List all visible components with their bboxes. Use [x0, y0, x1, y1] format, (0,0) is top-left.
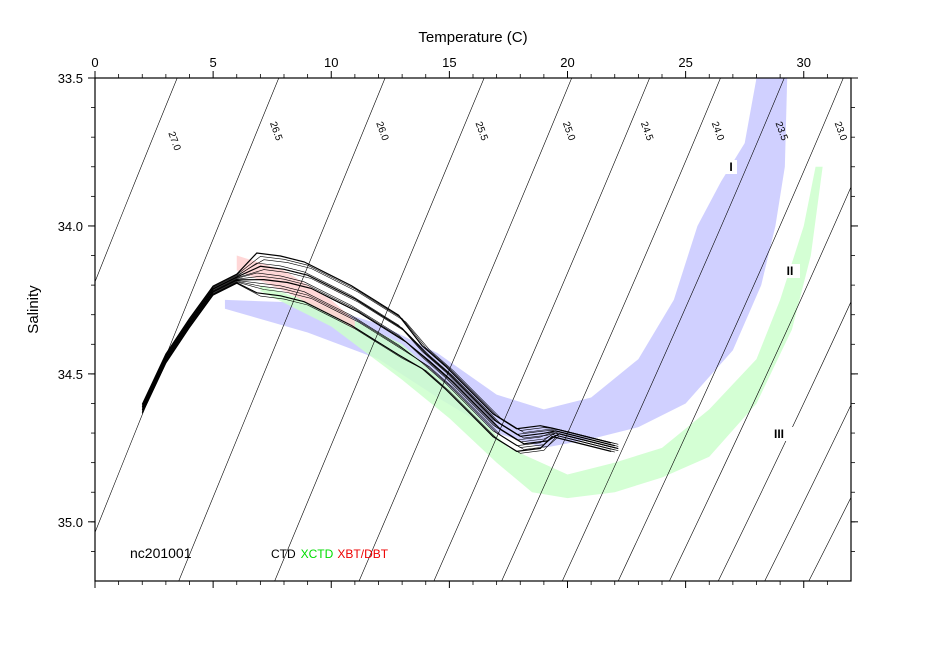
- isopycnal-label: 26.5: [267, 120, 284, 142]
- isopycnal-21.0: [808, 496, 851, 581]
- region-II: [260, 166, 823, 499]
- ctd-profile: [141, 252, 612, 444]
- ctd-profile: [142, 275, 615, 449]
- isopycnal-23.5: [561, 78, 785, 581]
- isopycnal-27.5: [0, 48, 95, 621]
- ctd-profile: [142, 272, 612, 448]
- isopycnal-27.0: [95, 78, 178, 283]
- isopycnal-label: 23.0: [832, 120, 849, 142]
- x-tick-label: 15: [442, 55, 456, 70]
- y-tick-label: 34.5: [58, 367, 83, 382]
- x-tick-label: 25: [678, 55, 692, 70]
- y-axis-title: Salinity: [25, 285, 42, 334]
- legend-entry: XBT/DBT: [337, 547, 388, 561]
- isopycnal-label: 26.0: [373, 120, 390, 142]
- ctd-profile: [142, 281, 619, 451]
- ctd-profile: [141, 265, 615, 447]
- isopycnal-label: 25.0: [560, 120, 577, 142]
- isopycnal-label: 25.5: [473, 120, 490, 142]
- ctd-profile: [142, 262, 612, 446]
- ctd-profile: [142, 280, 612, 450]
- isopycnal-24.0: [501, 78, 721, 581]
- isopycnal-21.5: [764, 404, 851, 581]
- isopycnal-label: 24.5: [638, 120, 655, 142]
- ctd-profile: [142, 280, 615, 451]
- isopycnal-22.0: [717, 301, 851, 581]
- ctd-profiles: [141, 252, 619, 454]
- cruise-label: nc201001: [130, 545, 192, 561]
- isopycnal-label: 24.0: [709, 120, 726, 142]
- y-tick-label: 33.5: [58, 71, 83, 86]
- isopycnal-label: 22.5: [886, 120, 903, 142]
- ctd-profile: [142, 269, 619, 447]
- x-tick-label: 30: [797, 55, 811, 70]
- ctd-profile: [141, 278, 619, 450]
- isopycnal-23.0: [617, 78, 844, 581]
- water-mass-label: I: [729, 160, 732, 174]
- x-tick-label: 10: [324, 55, 338, 70]
- x-tick-label: 0: [91, 55, 98, 70]
- isopycnal-26.0: [178, 78, 386, 581]
- water-mass-regions: [224, 78, 823, 499]
- ctd-profile: [142, 283, 615, 454]
- water-mass-label-bg: [765, 427, 793, 441]
- legend-entry: XCTD: [301, 547, 334, 561]
- water-mass-label: II: [787, 264, 794, 278]
- isopycnal-lines: 27.5 27.0 26.5 26.0 25.5 25.0 24.5 24.0 23.5 23.0…: [0, 48, 903, 621]
- y-tick-label: 34.0: [58, 219, 83, 234]
- water-mass-label-bg: [725, 160, 737, 174]
- water-mass-label-bg: [780, 264, 800, 278]
- x-axis-title: Temperature (C): [418, 29, 527, 46]
- isopycnal-24.5: [433, 78, 650, 581]
- ctd-profile: [141, 282, 612, 453]
- region-I: [224, 78, 788, 448]
- y-tick-label: 35.0: [58, 515, 83, 530]
- isopycnal-25.0: [358, 78, 573, 581]
- legend-entry: CTD: [271, 547, 296, 561]
- isopycnal-label: 27.0: [165, 130, 182, 152]
- isopycnal-22.5: [669, 186, 851, 581]
- x-tick-label: 5: [210, 55, 217, 70]
- ctd-profile: [142, 259, 619, 445]
- isopycnal-26.5: [95, 78, 280, 534]
- ctd-profile: [142, 256, 615, 444]
- water-mass-label: III: [774, 427, 784, 441]
- labels: Temperature (C) Salinity nc201001 CTD XCTD XB…: [25, 29, 800, 561]
- isopycnal-label: 27.5: [71, 130, 88, 152]
- axes: 0 5 10 15 20 25 30 33.5 34.0 34.5 35.0: [58, 55, 858, 588]
- x-tick-label: 20: [560, 55, 574, 70]
